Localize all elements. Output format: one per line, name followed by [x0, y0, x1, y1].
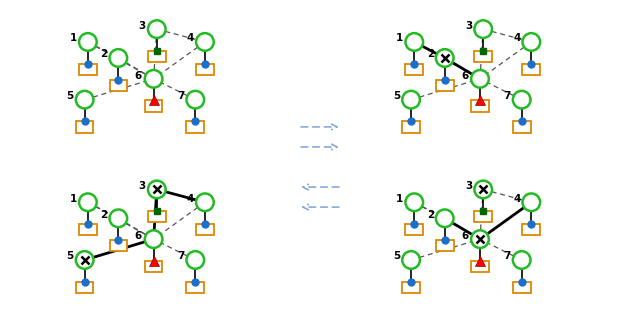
Circle shape	[522, 33, 540, 51]
Circle shape	[474, 20, 492, 38]
Circle shape	[436, 49, 454, 67]
FancyBboxPatch shape	[145, 101, 163, 112]
Circle shape	[406, 193, 423, 211]
FancyBboxPatch shape	[474, 211, 492, 222]
Circle shape	[471, 230, 489, 248]
Text: 6: 6	[135, 71, 142, 81]
Circle shape	[474, 181, 492, 198]
Circle shape	[76, 91, 93, 109]
FancyBboxPatch shape	[76, 282, 93, 293]
Text: 4: 4	[187, 194, 194, 204]
Text: 6: 6	[461, 231, 468, 241]
FancyBboxPatch shape	[196, 63, 214, 75]
Text: 1: 1	[396, 194, 403, 204]
FancyBboxPatch shape	[148, 211, 166, 222]
Circle shape	[471, 70, 489, 88]
Circle shape	[513, 91, 531, 109]
Text: 2: 2	[100, 210, 108, 220]
Circle shape	[186, 91, 204, 109]
Circle shape	[79, 193, 97, 211]
FancyBboxPatch shape	[109, 79, 127, 91]
FancyBboxPatch shape	[109, 240, 127, 251]
Text: 1: 1	[70, 33, 77, 43]
FancyBboxPatch shape	[403, 282, 420, 293]
Text: 1: 1	[70, 194, 77, 204]
Text: 7: 7	[504, 91, 511, 101]
Text: 2: 2	[100, 49, 108, 59]
Text: 5: 5	[67, 252, 74, 262]
Text: 7: 7	[177, 91, 184, 101]
Circle shape	[196, 193, 214, 211]
Text: 5: 5	[393, 91, 400, 101]
Circle shape	[148, 181, 166, 198]
Text: 4: 4	[513, 33, 520, 43]
Circle shape	[148, 20, 166, 38]
FancyBboxPatch shape	[186, 282, 204, 293]
FancyBboxPatch shape	[406, 63, 423, 75]
FancyBboxPatch shape	[474, 51, 492, 62]
FancyBboxPatch shape	[522, 224, 540, 235]
FancyBboxPatch shape	[395, 164, 565, 331]
Circle shape	[109, 209, 127, 227]
Circle shape	[186, 251, 204, 269]
Circle shape	[196, 33, 214, 51]
Text: 6: 6	[135, 231, 142, 241]
Text: 2: 2	[427, 210, 434, 220]
Circle shape	[145, 70, 163, 88]
Text: 2: 2	[427, 49, 434, 59]
Circle shape	[436, 209, 454, 227]
Text: 3: 3	[139, 181, 146, 191]
Text: 3: 3	[139, 21, 146, 31]
FancyBboxPatch shape	[436, 240, 454, 251]
FancyBboxPatch shape	[79, 224, 97, 235]
Circle shape	[76, 251, 93, 269]
FancyBboxPatch shape	[471, 101, 489, 112]
Text: 5: 5	[393, 252, 400, 262]
Circle shape	[79, 33, 97, 51]
Circle shape	[406, 33, 423, 51]
FancyBboxPatch shape	[68, 3, 239, 170]
Text: 7: 7	[504, 252, 511, 262]
Circle shape	[513, 251, 531, 269]
Text: 7: 7	[177, 252, 184, 262]
Circle shape	[522, 193, 540, 211]
FancyBboxPatch shape	[76, 121, 93, 133]
FancyBboxPatch shape	[513, 121, 531, 133]
FancyBboxPatch shape	[513, 282, 531, 293]
FancyBboxPatch shape	[522, 63, 540, 75]
FancyBboxPatch shape	[148, 51, 166, 62]
Text: 4: 4	[513, 194, 520, 204]
FancyBboxPatch shape	[406, 224, 423, 235]
Text: 3: 3	[465, 21, 472, 31]
Text: 1: 1	[396, 33, 403, 43]
Circle shape	[403, 91, 420, 109]
FancyBboxPatch shape	[145, 261, 163, 272]
Text: 5: 5	[67, 91, 74, 101]
Circle shape	[403, 251, 420, 269]
FancyBboxPatch shape	[68, 164, 239, 331]
Circle shape	[145, 230, 163, 248]
Text: 6: 6	[461, 71, 468, 81]
Text: 3: 3	[465, 181, 472, 191]
FancyBboxPatch shape	[196, 224, 214, 235]
FancyBboxPatch shape	[395, 3, 565, 170]
Text: 4: 4	[187, 33, 194, 43]
FancyBboxPatch shape	[403, 121, 420, 133]
Circle shape	[109, 49, 127, 67]
FancyBboxPatch shape	[471, 261, 489, 272]
FancyBboxPatch shape	[186, 121, 204, 133]
FancyBboxPatch shape	[79, 63, 97, 75]
FancyBboxPatch shape	[436, 79, 454, 91]
